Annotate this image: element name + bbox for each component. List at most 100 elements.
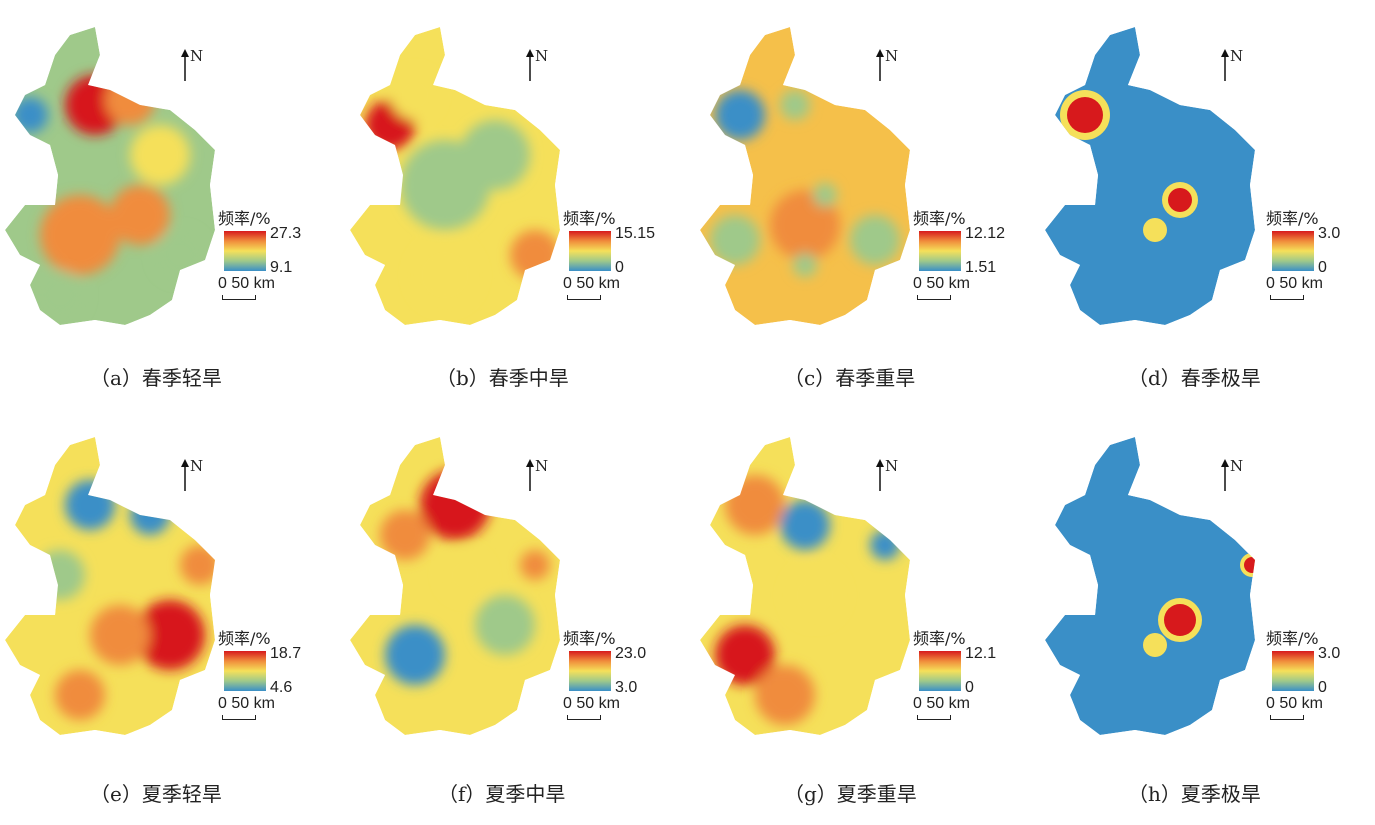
frequency-hotspot [715,90,765,140]
frequency-hotspot [12,97,48,133]
legend: 频率/% 3.0 0 0 50 km [1266,625,1375,735]
map-panel: N 频率/% 15.15 0 0 50 km [345,15,685,415]
legend-min: 0 [615,259,624,276]
color-ramp [224,651,266,691]
scale-bar [222,715,256,720]
north-label: N [1230,457,1244,475]
scale-bar [917,295,951,300]
frequency-hotspot [1168,188,1192,212]
legend-max: 3.0 [1318,645,1341,662]
legend: 频率/% 23.0 3.0 0 50 km [563,625,673,735]
legend-title: 频率/% [218,629,271,648]
map-panel: N 频率/% 27.3 9.1 0 50 km [0,15,340,415]
legend-min: 4.6 [270,679,293,696]
color-ramp [569,231,611,271]
scale-label: 0 50 km [1266,275,1323,292]
region-map [1045,27,1255,325]
frequency-hotspot [385,625,445,685]
frequency-hotspot [1143,218,1167,242]
scale-bar [1270,295,1304,300]
frequency-hotspot [793,253,817,277]
scale-bar [567,715,601,720]
scale-bar [1270,715,1304,720]
scale-label: 0 50 km [913,695,970,712]
frequency-hotspot [410,240,480,310]
frequency-hotspot [440,550,490,600]
frequency-hotspot [780,90,810,120]
legend-title: 频率/% [563,629,616,648]
color-ramp [1272,231,1314,271]
frequency-hotspot [770,190,840,260]
legend-min: 9.1 [270,259,293,276]
frequency-hotspot [130,125,190,185]
map-panel: N 频率/% 3.0 0 0 50 km [1040,15,1375,415]
frequency-hotspot [850,215,900,265]
north-label: N [885,47,899,65]
north-arrow-icon [1221,459,1229,491]
scale-label: 0 50 km [563,695,620,712]
frequency-hotspot [510,230,560,280]
map-panel: N 频率/% 3.0 0 0 50 km [1040,425,1375,825]
frequency-hotspot [40,195,120,275]
region-map [350,437,560,735]
frequency-hotspot [710,215,760,265]
region-fill [1045,437,1255,735]
scale-label: 0 50 km [218,695,275,712]
color-ramp [569,651,611,691]
frequency-hotspot [1244,557,1255,573]
north-arrow-icon [876,459,884,491]
frequency-hotspot [715,625,775,685]
north-arrow-icon [876,49,884,81]
north-label: N [1230,47,1244,65]
north-arrow-icon [526,49,534,81]
legend-title: 频率/% [1266,629,1319,648]
scale-label: 0 50 km [218,275,275,292]
frequency-hotspot [55,670,105,720]
legend-min: 1.51 [965,259,997,276]
frequency-hotspot [475,595,535,655]
frequency-hotspot [35,270,85,320]
frequency-hotspot [1067,97,1103,133]
north-arrow-icon [526,459,534,491]
region-map [350,27,560,325]
frequency-hotspot [65,480,115,530]
legend-max: 27.3 [270,225,302,242]
legend-max: 23.0 [615,645,647,662]
scale-label: 0 50 km [1266,695,1323,712]
frequency-hotspot [105,75,155,125]
north-arrow-icon [181,49,189,81]
scale-bar [917,715,951,720]
legend: 频率/% 15.15 0 0 50 km [563,205,673,315]
frequency-hotspot [520,550,550,580]
frequency-hotspot [380,510,430,560]
panel-caption: （h）夏季极旱 [1128,782,1261,806]
legend: 频率/% 12.12 1.51 0 50 km [913,205,1023,315]
region-map [700,27,910,325]
legend-min: 0 [965,679,974,696]
region-map [5,437,215,735]
scale-label: 0 50 km [563,275,620,292]
scale-label: 0 50 km [913,275,970,292]
scale-bar [567,295,601,300]
north-label: N [885,457,899,475]
legend-max: 3.0 [1318,225,1341,242]
frequency-hotspot [35,550,85,600]
frequency-hotspot [725,475,785,535]
legend-max: 12.1 [965,645,997,662]
legend-max: 18.7 [270,645,302,662]
legend-min: 0 [1318,679,1327,696]
north-label: N [190,47,204,65]
frequency-hotspot [130,495,170,535]
legend: 频率/% 3.0 0 0 50 km [1266,205,1375,315]
map-panel: N 频率/% 12.1 0 0 50 km [695,425,1035,825]
frequency-hotspot [110,185,170,245]
north-label: N [190,457,204,475]
north-label: N [535,457,549,475]
legend: 频率/% 18.7 4.6 0 50 km [218,625,328,735]
map-panel: N 频率/% 18.7 4.6 0 50 km [0,425,340,825]
legend-max: 12.12 [965,225,1006,242]
frequency-hotspot [755,665,815,725]
frequency-hotspot [813,183,837,207]
frequency-hotspot [1164,604,1196,636]
color-ramp [224,231,266,271]
